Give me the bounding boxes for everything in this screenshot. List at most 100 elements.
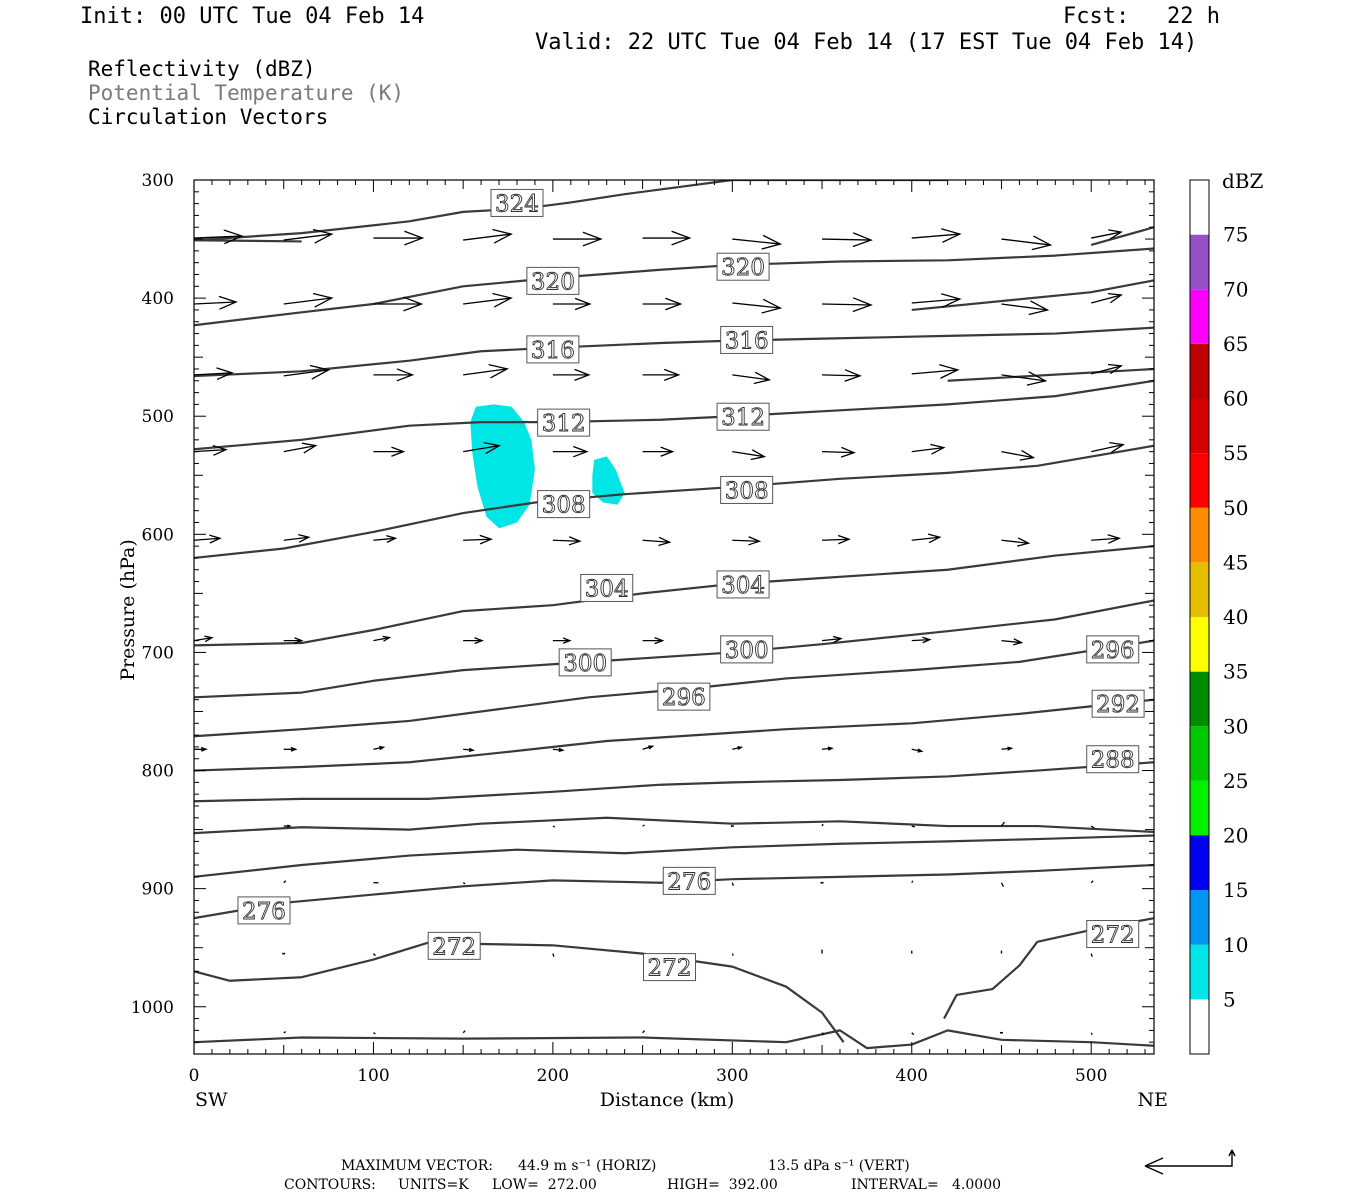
vector-head <box>660 446 675 457</box>
vector-shaft <box>1090 1032 1093 1036</box>
vector-shaft <box>911 825 915 828</box>
circulation-vector <box>822 534 851 545</box>
vector-shaft <box>283 233 332 241</box>
vector-shaft <box>1001 238 1051 246</box>
theta-label-box <box>720 475 774 504</box>
theta-contour-320 <box>194 247 1154 327</box>
vector-head <box>492 292 513 308</box>
circulation-vector <box>194 746 208 752</box>
colorbar-swatch <box>1190 999 1209 1054</box>
init-time: Init: 00 UTC Tue 04 Feb 14 <box>80 4 425 29</box>
theta-label-box <box>558 648 612 677</box>
vector-shaft <box>642 824 645 827</box>
circulation-vector <box>373 230 425 246</box>
vector-shaft <box>283 369 329 377</box>
vector-shaft <box>1001 639 1022 644</box>
circulation-vector <box>552 297 592 311</box>
y-axis-label: Pressure (hPa) <box>117 539 139 681</box>
theta-label-box <box>720 635 774 664</box>
vector-shaft <box>911 447 944 453</box>
theta-label-box <box>720 325 774 354</box>
circulation-vector <box>822 297 873 313</box>
theta-contour-300 <box>194 599 1154 699</box>
theta-label: 320 <box>526 266 580 296</box>
theta-label-text: 324 <box>495 191 539 217</box>
theta-label-box <box>716 570 770 599</box>
vector-shaft <box>911 233 960 239</box>
theta-contour-324 <box>194 180 948 242</box>
theta-label-text: 308 <box>542 493 586 519</box>
vector-head <box>737 746 744 750</box>
vector-head <box>917 748 924 753</box>
theta-label-box <box>490 188 544 217</box>
vector-shaft <box>1090 880 1094 884</box>
colorbar-label: 25 <box>1223 769 1248 793</box>
theta-label: 276 <box>237 896 291 925</box>
circulation-vector <box>731 882 734 886</box>
theta-label-text: 272 <box>432 934 476 960</box>
circulation-vector <box>193 534 222 544</box>
colorbar-label: 55 <box>1223 441 1248 465</box>
circulation-vector <box>463 228 513 244</box>
vector-head <box>382 635 392 642</box>
vector-shaft <box>373 1032 376 1035</box>
vector-head <box>750 449 767 461</box>
theta-contour-segment-2 <box>1090 226 1154 247</box>
circulation-vector <box>373 296 424 312</box>
vector-shaft <box>462 882 466 885</box>
theta-label: 276 <box>662 866 716 896</box>
vector-head <box>468 747 475 753</box>
vector-head <box>1017 537 1031 547</box>
theta-label: 300 <box>558 648 612 677</box>
x-tick-label: 100 <box>357 1066 389 1086</box>
circulation-vector <box>1001 638 1024 646</box>
vector-head <box>200 746 208 752</box>
vector-shaft <box>822 450 855 454</box>
vector-head <box>301 442 318 454</box>
vector-head <box>479 534 493 545</box>
vector-head <box>663 368 681 381</box>
vector-shaft <box>732 302 781 309</box>
vector-head <box>753 371 772 385</box>
theta-label-box <box>1086 920 1140 949</box>
vector-head <box>209 534 222 544</box>
vector-head <box>573 445 589 458</box>
theta-contour-284 <box>194 816 1154 835</box>
vector-head <box>837 534 851 545</box>
colorbar-swatch <box>1190 835 1209 891</box>
vector-shaft <box>283 880 287 884</box>
theta-label-box <box>537 408 591 437</box>
circulation-vector <box>1090 953 1093 957</box>
colorbar-swatch <box>1190 289 1209 344</box>
circulation-vector <box>552 368 591 381</box>
y-tick-label: 600 <box>142 525 174 545</box>
circulation-vector <box>373 1032 376 1035</box>
circulation-vector <box>732 449 767 461</box>
circulation-vector <box>373 635 392 642</box>
circulation-vector <box>373 745 386 751</box>
theta-label: 304 <box>716 570 770 599</box>
circulation-vector <box>1001 235 1053 251</box>
vector-shaft <box>552 953 555 957</box>
theta-label-text: 288 <box>1091 748 1135 774</box>
y-tick-label: 500 <box>142 407 174 427</box>
vector-head <box>852 232 873 248</box>
vector-shaft <box>1091 444 1124 453</box>
theta-contour-312 <box>194 379 1154 451</box>
vector-head <box>391 446 406 457</box>
colorbar-label: 50 <box>1223 496 1248 520</box>
vector-head <box>1031 235 1053 251</box>
vector-head <box>852 297 873 313</box>
vector-head <box>922 636 932 644</box>
vector-shaft <box>1001 374 1046 382</box>
theta-label: 324 <box>490 188 544 218</box>
vector-shaft <box>822 238 872 241</box>
vector-shaft <box>732 451 765 458</box>
circulation-vector <box>1001 746 1014 751</box>
vector-head <box>1019 449 1036 461</box>
theta-contour-276 <box>194 863 1154 920</box>
circulation-vector <box>911 228 962 243</box>
circulation-vector <box>1091 363 1123 375</box>
reflectivity-layer <box>470 404 625 529</box>
circulation-vector <box>463 747 475 753</box>
